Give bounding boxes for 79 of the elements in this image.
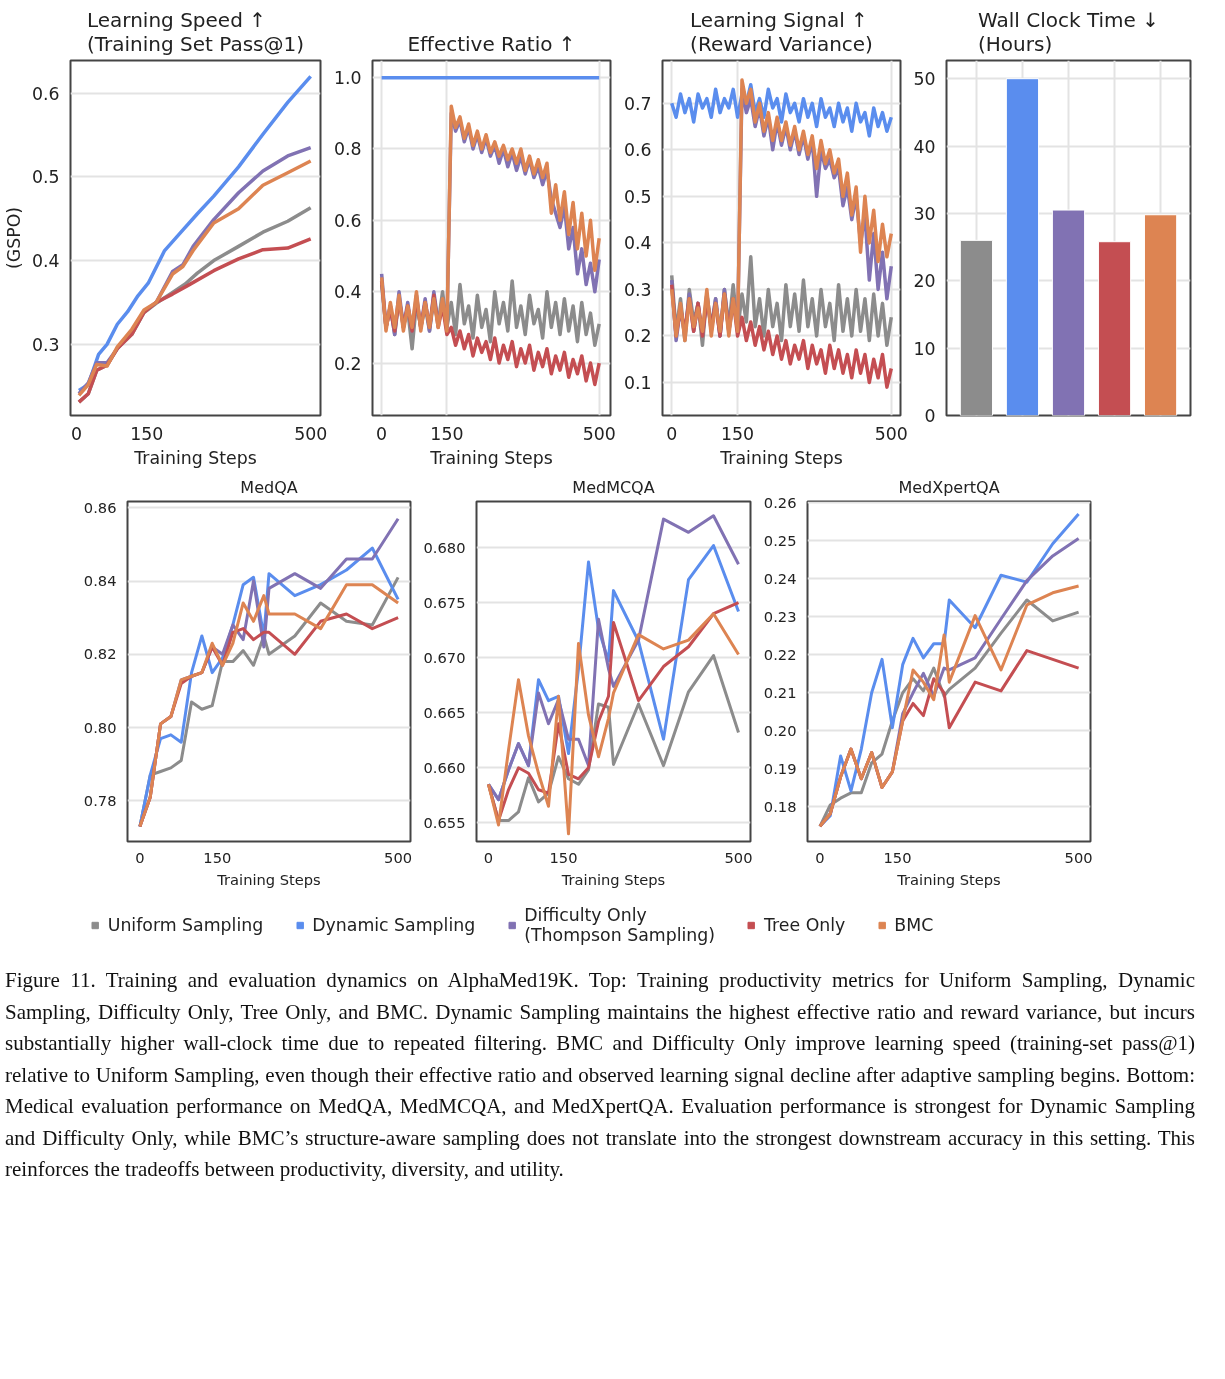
x-tick-label: 150 <box>549 848 578 866</box>
x-axis-title: Training Steps <box>216 870 321 888</box>
x-axis-title: Training Steps <box>719 447 843 468</box>
x-tick-label: 500 <box>582 423 616 444</box>
y-tick-label: 0.78 <box>83 791 117 809</box>
legend-label: Tree Only <box>764 915 846 935</box>
y-tick-label: 0.4 <box>623 233 652 254</box>
y-tick-label: 50 <box>913 69 936 90</box>
x-axis-title: Training Steps <box>896 870 1001 888</box>
y-tick-label: 0.665 <box>423 703 466 721</box>
x-tick-label: 500 <box>1064 848 1093 866</box>
y-tick-label: 0.4 <box>31 251 60 272</box>
y-tick-label: 0.86 <box>83 498 117 516</box>
y-tick-label: 0.21 <box>763 683 797 701</box>
chart-title: MedMCQA <box>572 477 655 497</box>
y-tick-label: 0.24 <box>763 569 797 587</box>
x-tick-label: 150 <box>430 423 464 444</box>
y-tick-label: 0.84 <box>83 572 117 589</box>
y-tick-label: 0.26 <box>763 493 797 511</box>
x-tick-label: 0 <box>483 848 494 866</box>
y-tick-label: 0.8 <box>333 139 362 160</box>
y-tick-label: 0.82 <box>83 645 117 663</box>
x-axis-title: Training Steps <box>560 870 666 888</box>
x-axis-title: Training Steps <box>429 447 553 468</box>
chart-title: Learning Speed ↑ (Training Set Pass@1) <box>86 7 305 56</box>
x-tick-label: 150 <box>130 423 164 444</box>
y-axis-title: (GSPO) <box>3 206 24 270</box>
chart-title: Wall Clock Time ↓ (Hours) <box>978 7 1159 56</box>
y-tick-label: 0.80 <box>83 718 117 736</box>
y-tick-label: 0.2 <box>333 353 362 374</box>
x-tick-label: 500 <box>294 423 328 444</box>
x-tick-label: 0 <box>815 848 825 866</box>
y-tick-label: 0.18 <box>763 797 797 815</box>
chart-title: MedXpertQA <box>898 477 1000 497</box>
legend-label: Dynamic Sampling <box>312 915 476 935</box>
y-tick-label: 0.1 <box>623 372 652 393</box>
y-tick-label: 0.670 <box>423 648 466 666</box>
y-tick-label: 0.2 <box>623 326 652 347</box>
y-tick-label: 10 <box>913 338 936 359</box>
y-tick-label: 0.675 <box>423 593 466 611</box>
y-tick-label: 1.0 <box>333 68 362 89</box>
y-tick-label: 0.6 <box>333 210 362 231</box>
chart-title: Effective Ratio ↑ <box>407 31 576 56</box>
x-tick-label: 150 <box>883 848 912 866</box>
y-tick-label: 0.25 <box>763 531 797 549</box>
x-tick-label: 500 <box>874 423 908 444</box>
chart-title: MedQA <box>240 477 298 497</box>
y-tick-label: 0.3 <box>31 334 60 355</box>
x-tick-label: 0 <box>376 423 388 444</box>
y-tick-label: 0 <box>924 406 936 426</box>
caption: Figure 11. Training and evaluation dynamics on AlphaMed19K. Top: Training productivity metrics for Uniform Sampling, Dynamic Sampling, Difficulty Only, Tree Only, and BMC. Dynamic Sampling maintains the highest effective ratio and reward variance, but incurs substantially higher wall-clock time due to repeated filtering. BMC and Difficulty Only improve learning speed (training-set pass@1) relative to Uniform Sampling, even though their effective ratio and observed learning signal decline after adaptive sampling begins. Bottom: Medical evaluation performance on MedQA, MedMCQA, and MedXpertQA. Evaluation performance is strongest for Dynamic Sampling and Difficulty Only, while BMC’s structure-aware sampling does not translate into the strongest downstream accuracy in this setting. This reinforces the tradeoffs between productivity, diversity, and utility. <box>5 967 1195 1183</box>
x-tick-label: 150 <box>721 423 755 444</box>
x-tick-label: 500 <box>724 848 753 866</box>
y-tick-label: 0.5 <box>31 167 60 188</box>
y-tick-label: 0.680 <box>423 538 466 556</box>
x-tick-label: 0 <box>666 423 678 444</box>
y-tick-label: 0.19 <box>763 759 797 777</box>
y-tick-label: 40 <box>913 136 936 157</box>
y-tick-label: 30 <box>913 203 936 224</box>
y-tick-label: 0.23 <box>763 607 797 625</box>
x-tick-label: 0 <box>135 848 145 866</box>
y-tick-label: 0.6 <box>31 83 60 104</box>
y-tick-label: 0.22 <box>763 645 797 663</box>
legend-label: Uniform Sampling <box>107 915 264 935</box>
y-tick-label: 0.3 <box>623 279 652 300</box>
y-tick-label: 0.655 <box>423 813 466 831</box>
y-tick-label: 0.7 <box>623 93 652 114</box>
y-tick-label: 0.5 <box>623 186 652 207</box>
y-tick-label: 0.4 <box>333 282 362 303</box>
x-tick-label: 150 <box>203 848 232 866</box>
y-tick-label: 0.6 <box>623 140 652 161</box>
chart-title: Learning Signal ↑ (Reward Variance) <box>690 7 873 56</box>
legend-label: BMC <box>894 915 934 935</box>
y-tick-label: 20 <box>913 271 936 292</box>
legend-label: Difficulty Only (Thompson Sampling) <box>524 905 716 945</box>
x-tick-label: 500 <box>384 848 413 866</box>
x-axis-title: Training Steps <box>133 447 257 468</box>
y-tick-label: 0.660 <box>423 758 466 776</box>
y-tick-label: 0.20 <box>763 721 797 739</box>
